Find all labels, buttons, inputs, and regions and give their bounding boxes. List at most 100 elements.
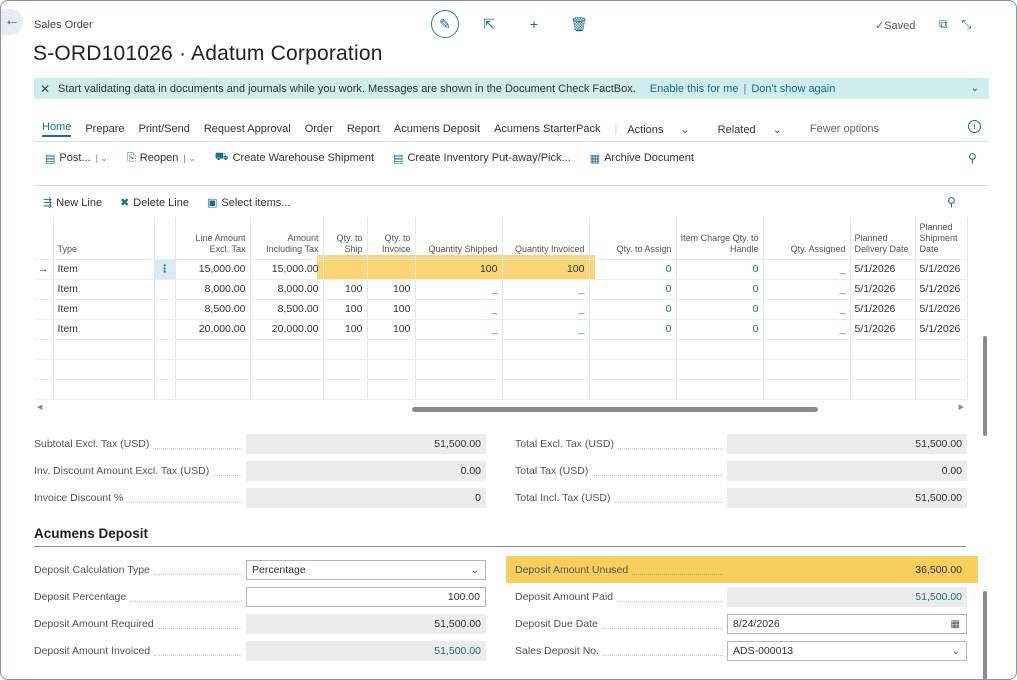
cell-qty-assign[interactable]: 0 <box>589 319 677 340</box>
cell-qty-assigned[interactable]: _ <box>763 299 851 320</box>
create-warehouse-shipment-button[interactable]: ⛟ Create Warehouse Shipment <box>215 151 374 165</box>
dismiss-link[interactable]: Don't show again <box>751 82 836 95</box>
cell-qty-invoiced[interactable]: _ <box>502 319 590 340</box>
cell-shipment[interactable]: 5/1/2026 <box>915 319 968 340</box>
col-qty-ship[interactable]: Qty. to Ship <box>323 218 368 259</box>
archive-document-button[interactable]: ▦ Archive Document <box>590 152 694 165</box>
tab-report[interactable]: Report <box>346 123 380 135</box>
cell-qty-shipped[interactable]: 100 <box>415 258 503 280</box>
col-item-charge[interactable]: Item Charge Qty. to Handle <box>676 218 764 259</box>
col-planned-shipment[interactable]: Planned Shipment Date <box>915 218 968 259</box>
calendar-icon[interactable]: ▦ <box>950 618 960 630</box>
cell-delivery[interactable]: 5/1/2026 <box>850 279 916 300</box>
col-type[interactable]: Type <box>53 218 155 259</box>
tab-order[interactable]: Order <box>304 123 333 135</box>
cell-line-amount[interactable]: 20,000.00 <box>175 319 251 340</box>
col-line-amount[interactable]: Line Amount Excl. Tax <box>175 218 251 259</box>
tab-prepare[interactable]: Prepare <box>85 123 125 135</box>
cell-amount-incl[interactable]: 20,000.00 <box>250 319 324 340</box>
delete-trash-icon[interactable]: 🗑 <box>570 15 588 32</box>
select-items-button[interactable]: ▣ Select items... <box>207 196 290 210</box>
percentage-input[interactable]: 100.00 <box>246 587 486 607</box>
cell-shipment[interactable]: 5/1/2026 <box>915 279 968 300</box>
col-qty-shipped[interactable]: Quantity Shipped <box>415 218 503 259</box>
tab-acumens-deposit[interactable]: Acumens Deposit <box>393 123 481 135</box>
cell-type[interactable]: Item <box>53 258 155 280</box>
cell-delivery[interactable]: 5/1/2026 <box>850 258 916 280</box>
col-amount-incl[interactable]: Amount Including Tax <box>250 218 324 259</box>
cell-type[interactable]: Item <box>53 299 155 320</box>
cell-amount-incl[interactable]: 8,000.00 <box>250 279 324 300</box>
new-line-button[interactable]: ⇶ New Line <box>43 196 102 210</box>
cell-qty-shipped[interactable]: _ <box>415 279 503 300</box>
cell-qty-ship[interactable] <box>323 258 368 280</box>
col-qty-assigned[interactable]: Qty. Assigned <box>763 218 851 259</box>
cell-qty-invoiced[interactable]: 100 <box>502 258 590 280</box>
tab-home[interactable]: Home <box>42 121 72 137</box>
open-new-window-icon[interactable]: ⧉ <box>939 17 948 31</box>
cell-qty-invoice[interactable]: 100 <box>367 299 416 320</box>
cell-qty-ship[interactable]: 100 <box>323 319 368 340</box>
pin-icon[interactable]: ⚲ <box>947 195 956 209</box>
col-qty-invoice[interactable]: Qty. to Invoice <box>367 218 416 259</box>
cell-qty-invoice[interactable] <box>367 258 416 280</box>
info-icon[interactable]: i <box>968 120 981 133</box>
cell-line-amount[interactable]: 15,000.00 <box>175 258 251 280</box>
cell-qty-assign[interactable]: 0 <box>589 258 677 280</box>
reopen-button[interactable]: ⎘ Reopen | ⌄ <box>127 152 196 165</box>
create-inventory-putaway-button[interactable]: ▤ Create Inventory Put-away/Pick... <box>393 152 571 165</box>
cell-amount-incl[interactable]: 8,500.00 <box>250 299 324 320</box>
tab-actions[interactable]: Actions ⌄ <box>627 123 703 136</box>
cell-qty-shipped[interactable]: _ <box>415 319 503 340</box>
cell-qty-invoice[interactable]: 100 <box>367 319 416 340</box>
cell-qty-invoiced[interactable]: _ <box>502 279 590 300</box>
tab-related[interactable]: Related ⌄ <box>718 123 796 136</box>
cell-qty-invoice[interactable]: 100 <box>367 279 416 300</box>
scroll-left-icon[interactable]: ◀ <box>37 404 43 411</box>
cell-qty-assigned[interactable]: _ <box>763 258 851 280</box>
post-button[interactable]: ▤ Post... | ⌄ <box>45 152 108 165</box>
invoiced-value[interactable]: 51,500.00 <box>246 641 486 661</box>
back-arrow-icon[interactable]: ← <box>1 9 23 35</box>
section-title[interactable]: Acumens Deposit <box>34 526 149 541</box>
cell-item-charge[interactable]: 0 <box>676 299 764 320</box>
chevron-down-icon[interactable]: | ⌄ <box>183 152 196 163</box>
paid-value[interactable]: 51,500.00 <box>727 587 967 607</box>
enable-link[interactable]: Enable this for me <box>649 82 739 95</box>
table-row[interactable]: → Item ⋮ 15,000.00 15,000.00 100 100 0 0… <box>34 258 968 280</box>
row-menu-icon[interactable]: ⋮ <box>154 258 176 280</box>
cell-qty-assign[interactable]: 0 <box>589 299 677 320</box>
cell-item-charge[interactable]: 0 <box>676 319 764 340</box>
col-qty-invoiced[interactable]: Quantity Invoiced <box>502 218 590 259</box>
delete-line-button[interactable]: ✖ Delete Line <box>120 196 189 210</box>
cell-qty-ship[interactable]: 100 <box>323 299 368 320</box>
horizontal-scrollbar[interactable]: ◀ ▶ <box>34 404 967 414</box>
cell-qty-assigned[interactable]: _ <box>763 319 851 340</box>
cell-item-charge[interactable]: 0 <box>676 258 764 280</box>
calc-type-select[interactable]: Percentage ⌄ <box>246 560 486 580</box>
empty-row[interactable] <box>34 339 968 360</box>
cell-type[interactable]: Item <box>53 319 155 340</box>
tab-fewer-options[interactable]: Fewer options <box>809 123 879 135</box>
cell-delivery[interactable]: 5/1/2026 <box>850 319 916 340</box>
cell-qty-assigned[interactable]: _ <box>763 279 851 300</box>
scroll-thumb[interactable] <box>983 336 987 436</box>
cell-shipment[interactable]: 5/1/2026 <box>915 299 968 320</box>
close-icon[interactable]: ✕ <box>39 81 51 96</box>
pin-icon[interactable]: ⚲ <box>968 151 977 165</box>
cell-line-amount[interactable]: 8,000.00 <box>175 279 251 300</box>
cell-qty-ship[interactable]: 100 <box>323 279 368 300</box>
tab-print-send[interactable]: Print/Send <box>138 123 190 135</box>
tab-request-approval[interactable]: Request Approval <box>203 123 291 135</box>
due-date-input[interactable]: 8/24/2026 ▦ <box>727 614 967 634</box>
table-row[interactable]: Item 20,000.00 20,000.00 100 100 _ _ 0 0… <box>34 319 968 340</box>
edit-pencil-icon[interactable]: ✎ <box>431 10 459 38</box>
cell-delivery[interactable]: 5/1/2026 <box>850 299 916 320</box>
tab-acumens-starterpack[interactable]: Acumens StarterPack <box>494 123 601 135</box>
chevron-down-icon[interactable]: | ⌄ <box>95 152 108 163</box>
new-plus-icon[interactable]: + <box>529 16 539 32</box>
cell-qty-assign[interactable]: 0 <box>589 279 677 300</box>
cell-line-amount[interactable]: 8,500.00 <box>175 299 251 320</box>
table-row[interactable]: Item 8,000.00 8,000.00 100 100 _ _ 0 0 _… <box>34 279 968 300</box>
empty-row[interactable] <box>34 379 968 400</box>
